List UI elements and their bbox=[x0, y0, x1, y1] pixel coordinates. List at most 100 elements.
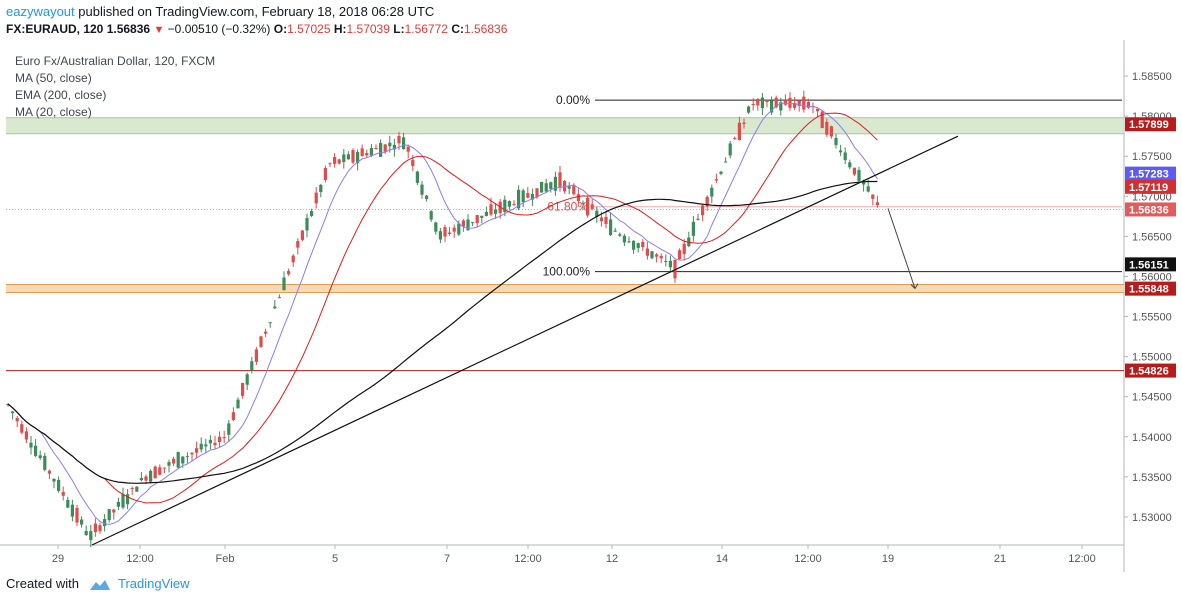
candle-body bbox=[521, 190, 525, 203]
candle-body bbox=[664, 260, 668, 262]
candle-body bbox=[517, 189, 521, 209]
chart-legend: Euro Fx/Australian Dollar, 120, FXCM MA … bbox=[15, 53, 215, 121]
candle-body bbox=[34, 445, 38, 456]
legend-ema200[interactable]: EMA (200, close) bbox=[15, 88, 107, 102]
candle-body bbox=[650, 251, 654, 259]
candle-body bbox=[719, 171, 723, 174]
candle-body bbox=[595, 210, 599, 218]
candle-body bbox=[507, 201, 511, 207]
high-label: H: bbox=[333, 22, 347, 36]
candle-body bbox=[737, 122, 741, 141]
price-label-text: 1.57119 bbox=[1129, 182, 1168, 194]
price-label-text: 1.56151 bbox=[1129, 259, 1169, 271]
price-label-text: 1.57283 bbox=[1129, 169, 1169, 181]
candle-body bbox=[535, 188, 539, 198]
candle-body bbox=[250, 361, 254, 371]
candle-body bbox=[756, 98, 760, 106]
candle-body bbox=[126, 494, 130, 505]
candle-body bbox=[701, 205, 705, 216]
tradingview-link[interactable]: TradingView bbox=[118, 576, 190, 591]
fib-label: 100.00% bbox=[543, 265, 591, 279]
candle-body bbox=[613, 230, 617, 232]
candle-body bbox=[540, 181, 544, 193]
candle-body bbox=[305, 217, 309, 231]
candle-body bbox=[162, 467, 166, 469]
candle-body bbox=[282, 277, 286, 291]
projection-arrow-head bbox=[910, 283, 919, 290]
candle-body bbox=[852, 167, 856, 175]
candle-body bbox=[107, 509, 111, 521]
candle-body bbox=[351, 150, 355, 163]
candle-body bbox=[287, 271, 291, 275]
candle-body bbox=[512, 203, 516, 205]
candle-body bbox=[760, 97, 764, 109]
price-label-text: 1.57899 bbox=[1129, 119, 1169, 131]
support-zone bbox=[6, 284, 1124, 293]
candle-body bbox=[61, 491, 65, 496]
chart-canvas[interactable]: 1.585001.580001.575001.570001.565001.560… bbox=[0, 40, 1182, 572]
candle-body bbox=[38, 455, 42, 459]
price-tick-label: 1.54000 bbox=[1132, 432, 1172, 444]
candle-body bbox=[443, 227, 447, 237]
low-label: L: bbox=[393, 22, 405, 36]
price-label-text: 1.55848 bbox=[1129, 284, 1169, 296]
chart-header: eazywayout published on TradingView.com,… bbox=[0, 0, 1182, 40]
candle-body bbox=[296, 241, 300, 248]
candle-body bbox=[245, 374, 249, 385]
candle-body bbox=[793, 102, 797, 108]
candle-body bbox=[682, 243, 686, 254]
legend-ma50[interactable]: MA (50, close) bbox=[15, 71, 92, 85]
time-tick-label: 21 bbox=[994, 553, 1006, 565]
candle-body bbox=[563, 180, 567, 192]
candle-body bbox=[323, 168, 327, 181]
author-link[interactable]: eazywayout bbox=[6, 4, 75, 19]
candle-body bbox=[24, 431, 28, 440]
legend-ma20[interactable]: MA (20, close) bbox=[15, 105, 92, 119]
candle-body bbox=[461, 220, 465, 227]
candle-body bbox=[15, 417, 19, 422]
candle-body bbox=[797, 100, 801, 106]
candle-body bbox=[866, 186, 870, 192]
candle-body bbox=[356, 152, 360, 164]
publish-info: eazywayout published on TradingView.com,… bbox=[6, 4, 434, 19]
price-tick-label: 1.55500 bbox=[1132, 312, 1172, 324]
candle-body bbox=[333, 157, 337, 164]
candle-body bbox=[848, 162, 852, 168]
candle-body bbox=[190, 452, 194, 455]
price-change: −0.00510 (−0.32%) bbox=[167, 22, 271, 36]
candle-body bbox=[553, 176, 557, 191]
tradingview-logo-icon[interactable] bbox=[89, 578, 111, 592]
price-tick-label: 1.56000 bbox=[1132, 271, 1172, 283]
price-tick-label: 1.57500 bbox=[1132, 151, 1172, 163]
publish-text: published on TradingView.com, February 1… bbox=[78, 4, 435, 19]
time-tick-label: 12:00 bbox=[794, 553, 822, 565]
candle-body bbox=[319, 184, 323, 193]
candle-body bbox=[576, 194, 580, 202]
time-tick-label: 5 bbox=[332, 553, 338, 565]
candle-body bbox=[645, 248, 649, 256]
candle-body bbox=[438, 231, 442, 240]
candle-body bbox=[728, 143, 732, 156]
candle-body bbox=[806, 101, 810, 108]
time-tick-label: 12:00 bbox=[514, 553, 542, 565]
candle-body bbox=[346, 154, 350, 160]
candle-body bbox=[406, 146, 410, 152]
ema200-line bbox=[7, 180, 878, 484]
candle-body bbox=[369, 148, 373, 156]
candle-body bbox=[586, 197, 590, 216]
candle-body bbox=[75, 507, 79, 523]
candle-body bbox=[98, 525, 102, 532]
footer: Created with TradingView bbox=[6, 576, 190, 592]
candle-body bbox=[843, 152, 847, 161]
candle-body bbox=[825, 121, 829, 135]
candle-body bbox=[231, 412, 235, 420]
candle-body bbox=[20, 424, 24, 433]
candle-body bbox=[185, 456, 189, 458]
candle-body bbox=[609, 219, 613, 236]
candle-body bbox=[121, 494, 125, 508]
candle-body bbox=[199, 443, 203, 450]
low-value: 1.56772 bbox=[404, 22, 448, 36]
candle-body bbox=[705, 196, 709, 207]
resistance-zone bbox=[6, 117, 1124, 134]
candle-body bbox=[273, 306, 277, 309]
